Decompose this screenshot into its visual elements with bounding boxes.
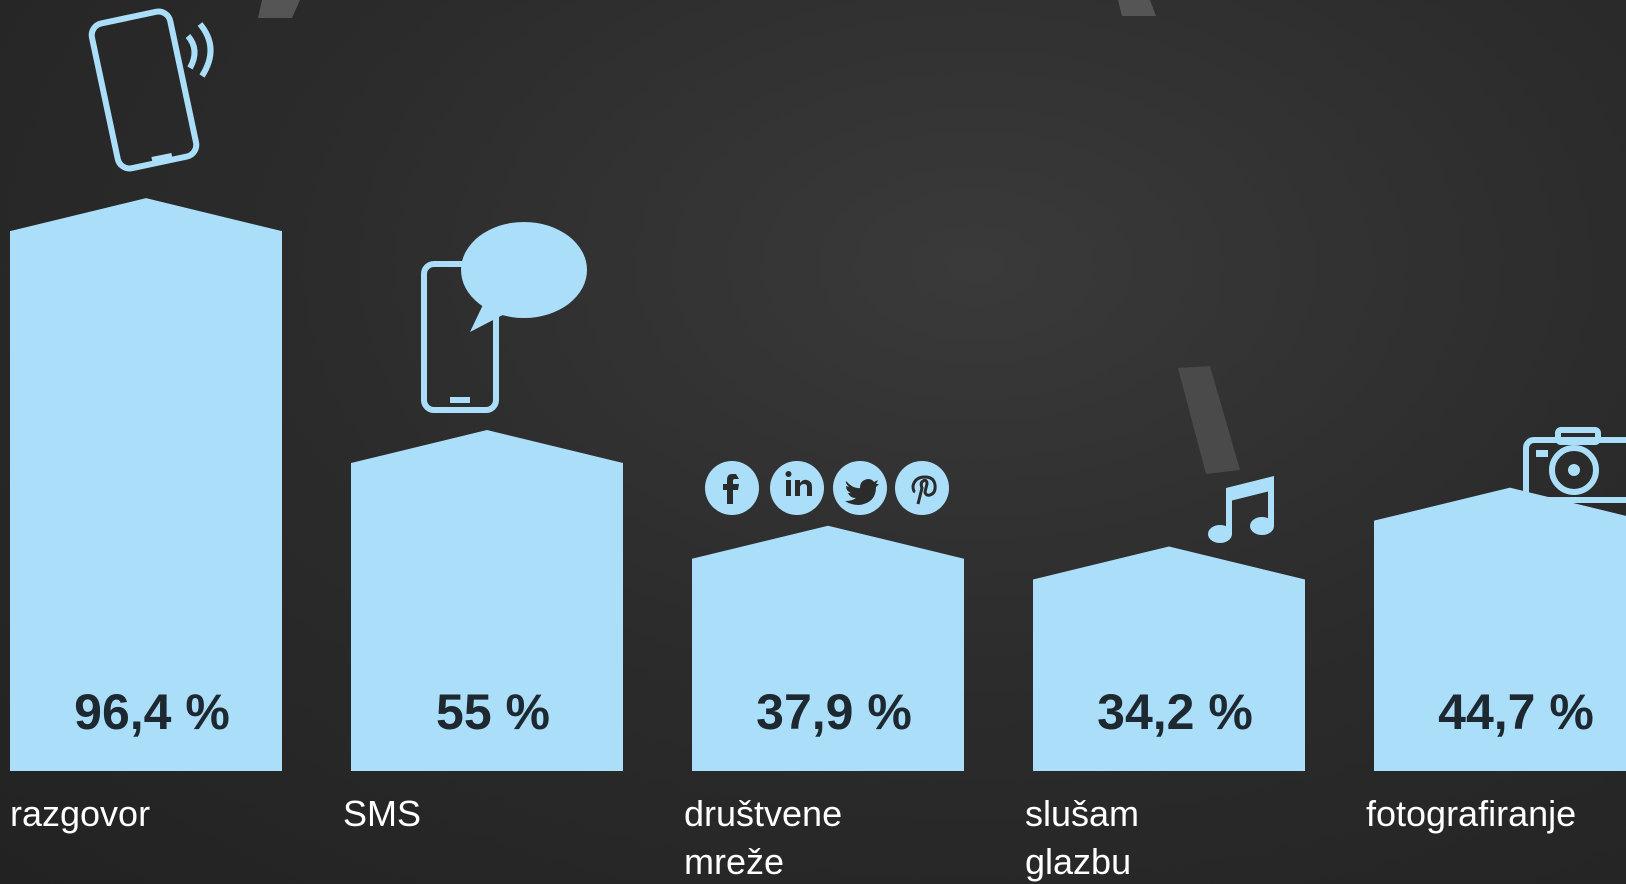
bar [1374,487,1626,771]
bar [692,525,964,771]
bar [1033,546,1305,771]
category-label: fotografiranje [1366,793,1577,834]
social-icons [705,461,949,515]
phone-call-icon [88,8,214,172]
value-label: 96,4 % [74,684,230,740]
road-mark [258,0,300,18]
road-mark [1118,0,1156,16]
category-label: slušam glazbu [1025,793,1140,882]
category-label: razgovor [10,793,151,834]
category-label: društvene mreže [684,793,843,882]
camera-icon [1523,427,1626,503]
value-label: 34,2 % [1097,684,1253,740]
music-icon [1208,476,1274,543]
category-label: SMS [343,793,422,834]
value-label: 55 % [436,684,550,740]
value-label: 37,9 % [756,684,912,740]
sms-icon [421,222,587,413]
bar [10,198,282,771]
road-mark [1178,366,1240,474]
bar [351,430,623,771]
value-label: 44,7 % [1438,684,1594,740]
